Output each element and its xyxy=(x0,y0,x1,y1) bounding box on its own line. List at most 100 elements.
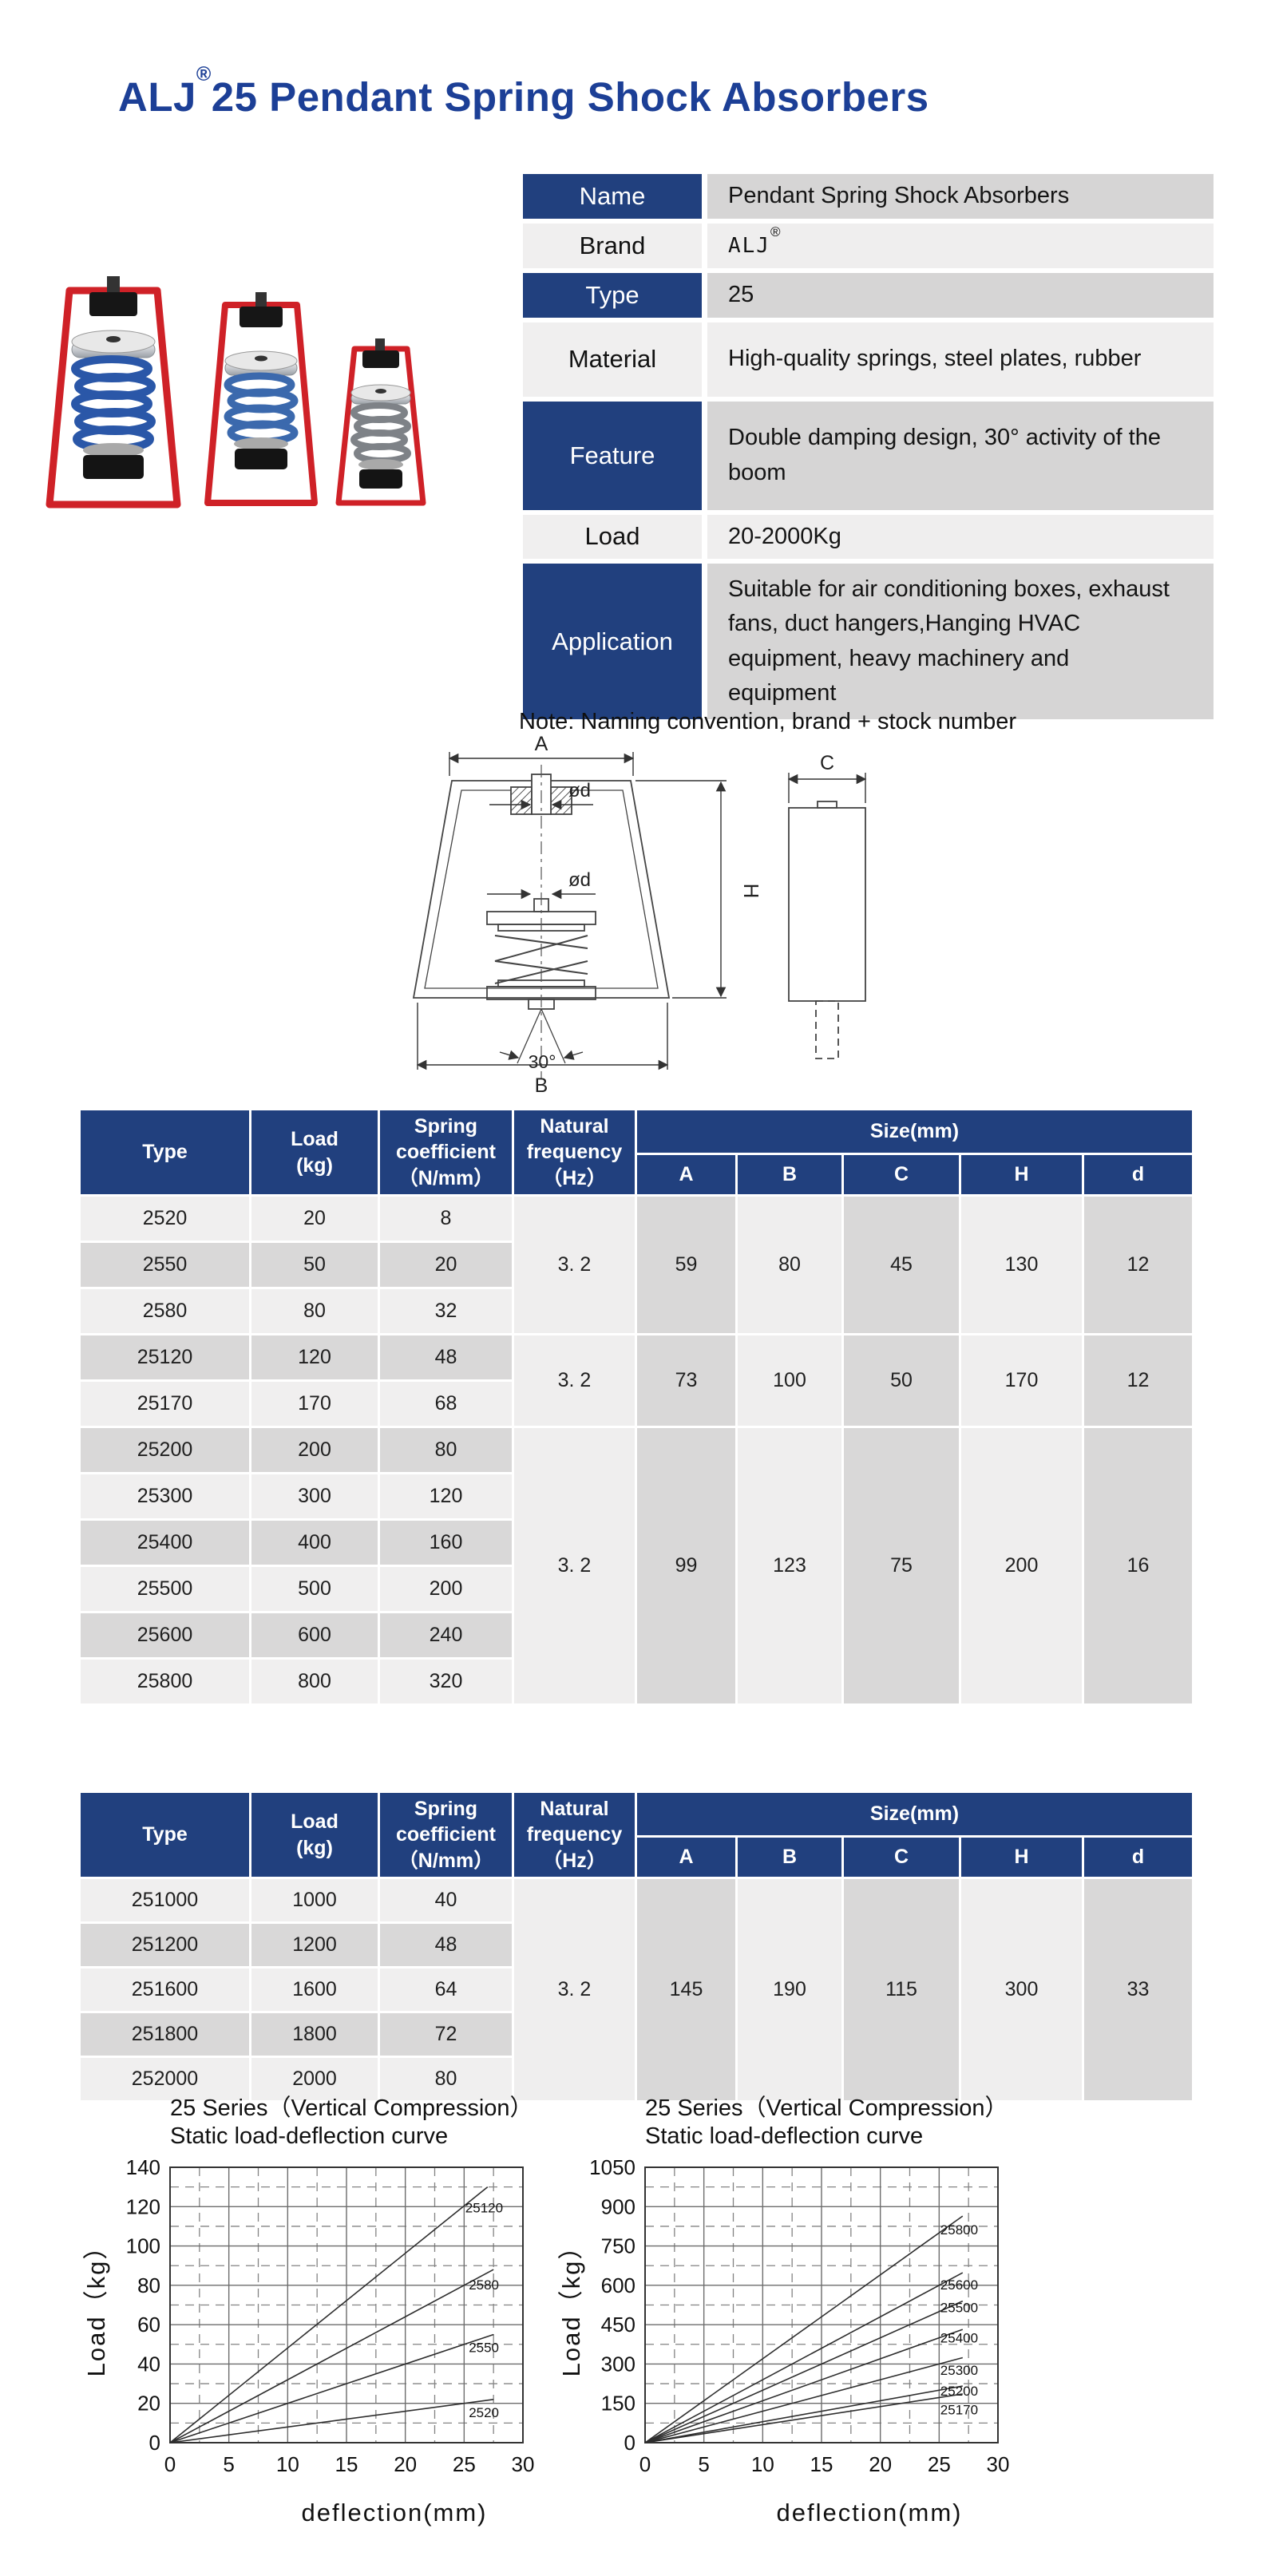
cell-coeff: 320 xyxy=(378,1657,514,1706)
x-tick-label: 20 xyxy=(394,2452,417,2476)
dim-label-angle: 30° xyxy=(529,1051,556,1072)
registered-mark: ® xyxy=(770,224,781,240)
cell-load: 400 xyxy=(249,1518,380,1567)
info-value: ALJ® xyxy=(707,223,1214,268)
cell-coeff: 72 xyxy=(378,2011,514,2058)
cell-load: 500 xyxy=(249,1565,380,1613)
info-row: Load 20-2000Kg xyxy=(523,514,1214,559)
series-line-25800 xyxy=(644,2215,964,2443)
cell-size-d: 16 xyxy=(1082,1426,1194,1706)
spec-table-small-types: Type Load (kg) Spring coefficient （N/mm） Na… xyxy=(78,1108,1194,1706)
cell-load: 200 xyxy=(249,1426,380,1474)
info-label: Type xyxy=(523,272,702,318)
info-value: 25 xyxy=(707,272,1214,318)
cell-type: 25800 xyxy=(78,1657,251,1706)
cell-coeff: 48 xyxy=(378,1333,514,1382)
spec-header-row: Type Load (kg) Spring coefficient （N/mm） Na… xyxy=(78,1791,1194,1879)
cell-size-b: 80 xyxy=(735,1194,844,1335)
series-line-2520 xyxy=(169,2399,494,2443)
chart-load-deflection-large: 25 Series（Vertical Compression） Static lo… xyxy=(551,2079,1062,2546)
cell-size-h: 200 xyxy=(959,1426,1084,1706)
series-label-25800: 25800 xyxy=(940,2222,978,2238)
shock-absorber-medium xyxy=(204,292,318,506)
info-row: Feature Double damping design, 30° activi… xyxy=(523,401,1214,510)
spec-row: 25200 200 80 3. 2 99 123 75 200 16 xyxy=(78,1426,1194,1706)
y-tick-label: 120 xyxy=(126,2194,160,2218)
info-table: Name Pendant Spring Shock Absorbers Brand A… xyxy=(517,169,1219,724)
cell-load: 80 xyxy=(249,1287,380,1335)
cell-size-b: 123 xyxy=(735,1426,844,1706)
x-tick-label: 0 xyxy=(164,2452,176,2476)
col-header-load: Load (kg) xyxy=(249,1108,380,1197)
spec-row: 25800 800 320 xyxy=(78,1657,1194,1706)
col-header-size-h: H xyxy=(959,1153,1084,1197)
col-header-size-d: d xyxy=(1082,1153,1194,1197)
dim-label-d-top: ød xyxy=(568,780,591,801)
series-label-2580: 2580 xyxy=(469,2277,499,2293)
cell-load: 1200 xyxy=(249,1921,380,1969)
spec-table-large-types: Type Load (kg) Spring coefficient （N/mm） Na… xyxy=(78,1791,1194,2103)
series-line-25200 xyxy=(644,2385,963,2443)
cell-load: 1000 xyxy=(249,1877,380,1924)
dim-label-c: C xyxy=(820,752,834,774)
y-tick-label: 450 xyxy=(601,2313,635,2337)
cell-coeff: 120 xyxy=(378,1472,514,1521)
y-tick-label: 40 xyxy=(137,2352,160,2376)
cell-load: 2000 xyxy=(249,2056,380,2103)
spec-header-row: Type Load (kg) Spring coefficient （N/mm） Na… xyxy=(78,1108,1194,1197)
cell-size-c: 50 xyxy=(841,1333,961,1428)
spec-row: 251600 1600 64 xyxy=(78,1966,1194,2013)
spec-row: 252000 2000 80 xyxy=(78,2056,1194,2103)
cell-load: 20 xyxy=(249,1194,380,1243)
note-text: Note: Naming convention, brand + stock n… xyxy=(519,709,1017,734)
x-tick-label: 25 xyxy=(453,2452,476,2476)
cell-coeff: 240 xyxy=(378,1611,514,1660)
info-label: Load xyxy=(523,514,702,559)
y-tick-label: 750 xyxy=(601,2234,635,2258)
series-label-25500: 25500 xyxy=(940,2301,978,2316)
cell-size-c: 115 xyxy=(841,1877,961,2103)
x-tick-label: 20 xyxy=(869,2452,892,2476)
cell-load: 300 xyxy=(249,1472,380,1521)
info-value: Double damping design, 30° activity of t… xyxy=(707,401,1214,510)
cell-size-b: 190 xyxy=(735,1877,844,2103)
series-label-25400: 25400 xyxy=(940,2331,978,2346)
cell-coeff: 200 xyxy=(378,1565,514,1613)
cell-size-a: 59 xyxy=(635,1194,738,1335)
x-tick-label: 15 xyxy=(335,2452,358,2476)
col-header-size-h: H xyxy=(959,1835,1084,1879)
info-value-text: Double damping design, 30° activity of t… xyxy=(728,425,1161,485)
y-tick-label: 300 xyxy=(601,2352,635,2376)
spec-row: 2520 20 8 3. 2 59 80 45 130 12 xyxy=(78,1194,1194,1335)
info-value-text: ALJ xyxy=(728,233,770,258)
cell-size-h: 130 xyxy=(959,1194,1084,1335)
cell-load: 170 xyxy=(249,1379,380,1428)
chart-subtitle: Static load-deflection curve xyxy=(170,2123,448,2149)
info-row: Type 25 xyxy=(523,272,1214,318)
spec-row: 2580 80 32 xyxy=(78,1287,1194,1335)
dim-label-h: H xyxy=(739,884,763,899)
col-header-size-a: A xyxy=(635,1835,738,1879)
col-header-size-d: d xyxy=(1082,1835,1194,1879)
col-header-size-b: B xyxy=(735,1835,844,1879)
y-tick-label: 0 xyxy=(149,2431,160,2455)
cell-coeff: 160 xyxy=(378,1518,514,1567)
chart-title: 25 Series（Vertical Compression） xyxy=(170,2095,533,2121)
chart-subtitle: Static load-deflection curve xyxy=(645,2123,923,2149)
shock-absorber-large xyxy=(46,276,181,508)
cell-frequency: 3. 2 xyxy=(512,1877,637,2103)
brand-name: ALJ xyxy=(118,74,196,120)
cell-load: 50 xyxy=(249,1241,380,1289)
series-label-25600: 25600 xyxy=(940,2277,978,2293)
cell-type: 2580 xyxy=(78,1287,251,1335)
cell-type: 25170 xyxy=(78,1379,251,1428)
x-axis-label: deflection(mm) xyxy=(302,2499,488,2527)
cell-type: 251800 xyxy=(78,2011,251,2058)
x-tick-label: 0 xyxy=(639,2452,651,2476)
cell-type: 252000 xyxy=(78,2056,251,2103)
series-label-2520: 2520 xyxy=(469,2405,499,2420)
y-axis-label: Load（kg） xyxy=(557,2234,585,2377)
info-label: Application xyxy=(523,564,702,719)
cell-type: 25200 xyxy=(78,1426,251,1474)
